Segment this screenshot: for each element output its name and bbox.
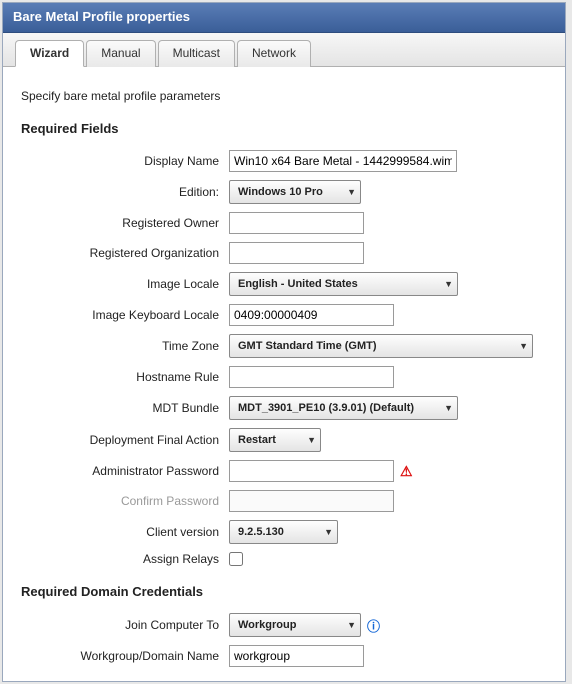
chevron-down-icon: ▼ [347,620,356,630]
client-version-value: 9.2.5.130 [238,526,284,538]
image-locale-select[interactable]: English - United States ▼ [229,272,458,296]
intro-text: Specify bare metal profile parameters [21,89,547,103]
info-icon[interactable]: ⓘ [367,616,380,635]
tab-wizard[interactable]: Wizard [15,40,84,67]
edition-value: Windows 10 Pro [238,186,323,198]
client-version-label: Client version [21,525,229,539]
admin-password-label: Administrator Password [21,464,229,478]
mdt-bundle-label: MDT Bundle [21,401,229,415]
tab-multicast[interactable]: Multicast [158,40,235,67]
chevron-down-icon: ▼ [519,341,528,351]
mdt-bundle-value: MDT_3901_PE10 (3.9.01) (Default) [238,402,414,414]
keyboard-locale-label: Image Keyboard Locale [21,308,229,322]
registered-owner-label: Registered Owner [21,216,229,230]
hostname-rule-input[interactable] [229,366,394,388]
registered-org-label: Registered Organization [21,246,229,260]
chevron-down-icon: ▼ [444,279,453,289]
window-title: Bare Metal Profile properties [3,3,565,33]
display-name-label: Display Name [21,154,229,168]
required-fields-heading: Required Fields [21,121,547,136]
workgroup-name-label: Workgroup/Domain Name [21,649,229,663]
final-action-label: Deployment Final Action [21,433,229,447]
registered-owner-input[interactable] [229,212,364,234]
image-locale-value: English - United States [238,278,358,290]
mdt-bundle-select[interactable]: MDT_3901_PE10 (3.9.01) (Default) ▼ [229,396,458,420]
time-zone-select[interactable]: GMT Standard Time (GMT) ▼ [229,334,533,358]
final-action-select[interactable]: Restart ▼ [229,428,321,452]
client-version-select[interactable]: 9.2.5.130 ▼ [229,520,338,544]
tab-network[interactable]: Network [237,40,311,67]
domain-credentials-heading: Required Domain Credentials [21,584,547,599]
edition-select[interactable]: Windows 10 Pro ▼ [229,180,361,204]
confirm-password-label: Confirm Password [21,494,229,508]
time-zone-label: Time Zone [21,339,229,353]
display-name-input[interactable] [229,150,457,172]
keyboard-locale-input[interactable] [229,304,394,326]
join-computer-to-select[interactable]: Workgroup ▼ [229,613,361,637]
edition-label: Edition: [21,185,229,199]
chevron-down-icon: ▼ [324,527,333,537]
time-zone-value: GMT Standard Time (GMT) [238,340,377,352]
final-action-value: Restart [238,434,276,446]
assign-relays-label: Assign Relays [21,552,229,566]
admin-password-input[interactable] [229,460,394,482]
join-computer-to-value: Workgroup [238,619,296,631]
registered-org-input[interactable] [229,242,364,264]
confirm-password-input [229,490,394,512]
workgroup-name-input[interactable] [229,645,364,667]
wizard-panel: Specify bare metal profile parameters Re… [3,67,565,681]
chevron-down-icon: ▼ [307,435,316,445]
hostname-rule-label: Hostname Rule [21,370,229,384]
chevron-down-icon: ▼ [444,403,453,413]
assign-relays-checkbox[interactable] [229,552,243,566]
properties-window: Bare Metal Profile properties Wizard Man… [2,2,566,682]
tab-bar: Wizard Manual Multicast Network [3,33,565,67]
chevron-down-icon: ▼ [347,187,356,197]
image-locale-label: Image Locale [21,277,229,291]
tab-manual[interactable]: Manual [86,40,155,67]
warning-icon: ⚠ [400,463,413,480]
